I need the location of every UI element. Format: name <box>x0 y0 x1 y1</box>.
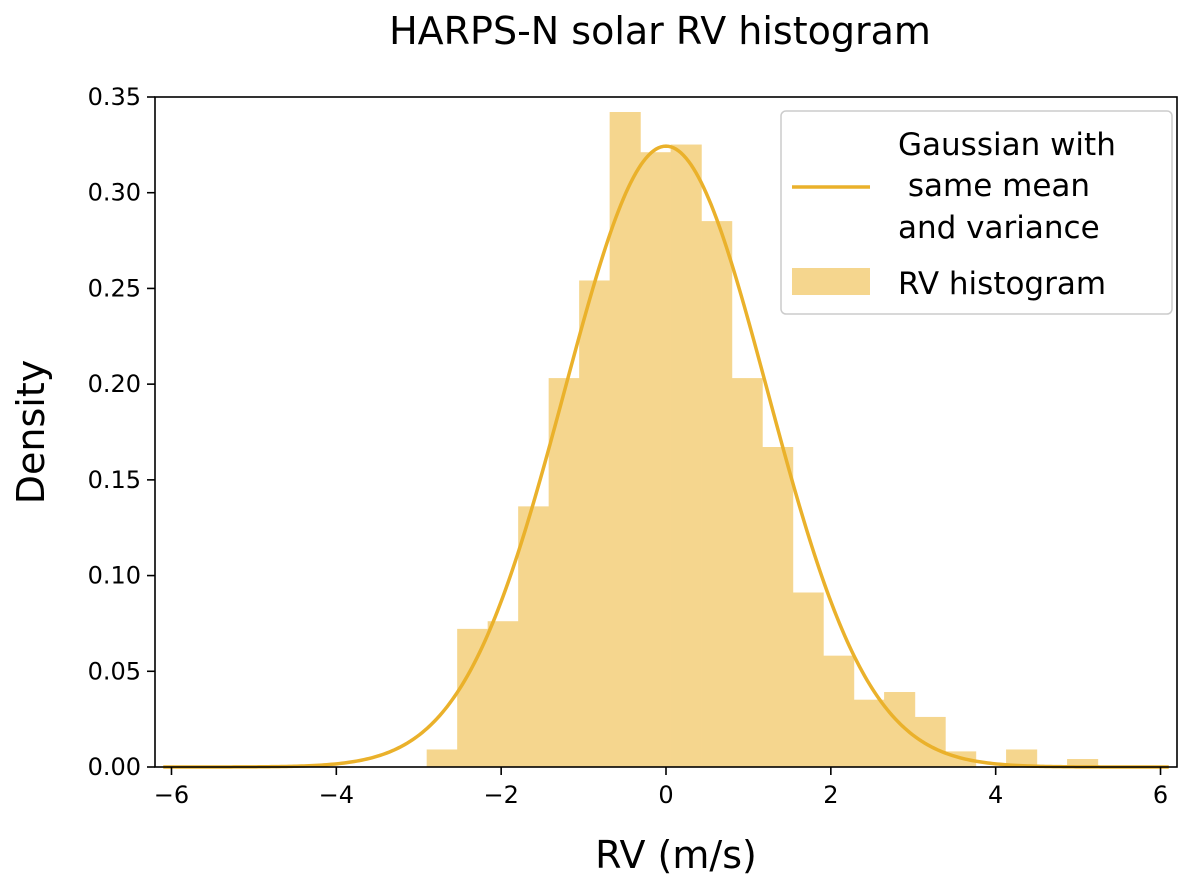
legend-histogram-swatch <box>792 268 870 295</box>
legend-gaussian-label-line-2: same mean <box>898 168 1090 204</box>
histogram-bar <box>518 506 550 768</box>
x-tick-label: 6 <box>1153 781 1168 809</box>
y-tick-label: 0.20 <box>88 370 141 398</box>
x-axis-ticks: −6 −4 −2 0 2 4 6 <box>154 767 1168 809</box>
histogram-bar <box>640 152 672 768</box>
histogram-bar <box>823 655 855 768</box>
y-tick-label: 0.30 <box>88 179 141 207</box>
x-tick-label: −6 <box>154 781 189 809</box>
x-tick-label: −2 <box>483 781 518 809</box>
histogram-bar <box>762 447 794 768</box>
histogram-bar <box>731 378 763 768</box>
legend: Gaussian with same mean and variance RV … <box>780 110 1173 315</box>
histogram-bars <box>426 112 1099 768</box>
histogram-bar <box>457 628 489 768</box>
y-axis-ticks: 0.00 0.05 0.10 0.15 0.20 0.25 0.30 0.35 <box>88 83 155 781</box>
legend-gaussian-label-line-3: and variance <box>898 210 1100 246</box>
y-tick-label: 0.00 <box>88 753 141 781</box>
x-tick-label: −4 <box>319 781 354 809</box>
histogram-bar <box>701 221 733 768</box>
x-tick-label: 0 <box>658 781 673 809</box>
histogram-bar <box>609 112 641 768</box>
x-axis-label: RV (m/s) <box>595 833 757 877</box>
histogram-bar <box>426 749 458 768</box>
chart-title: HARPS-N solar RV histogram <box>389 9 931 53</box>
x-tick-label: 4 <box>988 781 1003 809</box>
legend-gaussian-label-line-1: Gaussian with <box>898 127 1116 163</box>
legend-box <box>780 110 1173 315</box>
histogram-bar <box>792 592 824 768</box>
y-tick-label: 0.35 <box>88 83 141 111</box>
y-tick-label: 0.15 <box>88 466 141 494</box>
histogram-bar <box>487 621 519 768</box>
x-tick-label: 2 <box>823 781 838 809</box>
histogram-bar <box>914 716 946 768</box>
histogram-bar <box>884 692 916 768</box>
gaussian-curve <box>163 144 1169 769</box>
y-tick-label: 0.10 <box>88 562 141 590</box>
histogram-bar <box>853 699 885 768</box>
histogram-bar <box>579 280 611 768</box>
legend-histogram-label: RV histogram <box>898 266 1106 302</box>
histogram-bar <box>548 378 580 768</box>
histogram-bar <box>670 144 702 768</box>
y-tick-label: 0.25 <box>88 274 141 302</box>
y-axis-label: Density <box>9 360 53 504</box>
y-tick-label: 0.05 <box>88 657 141 685</box>
